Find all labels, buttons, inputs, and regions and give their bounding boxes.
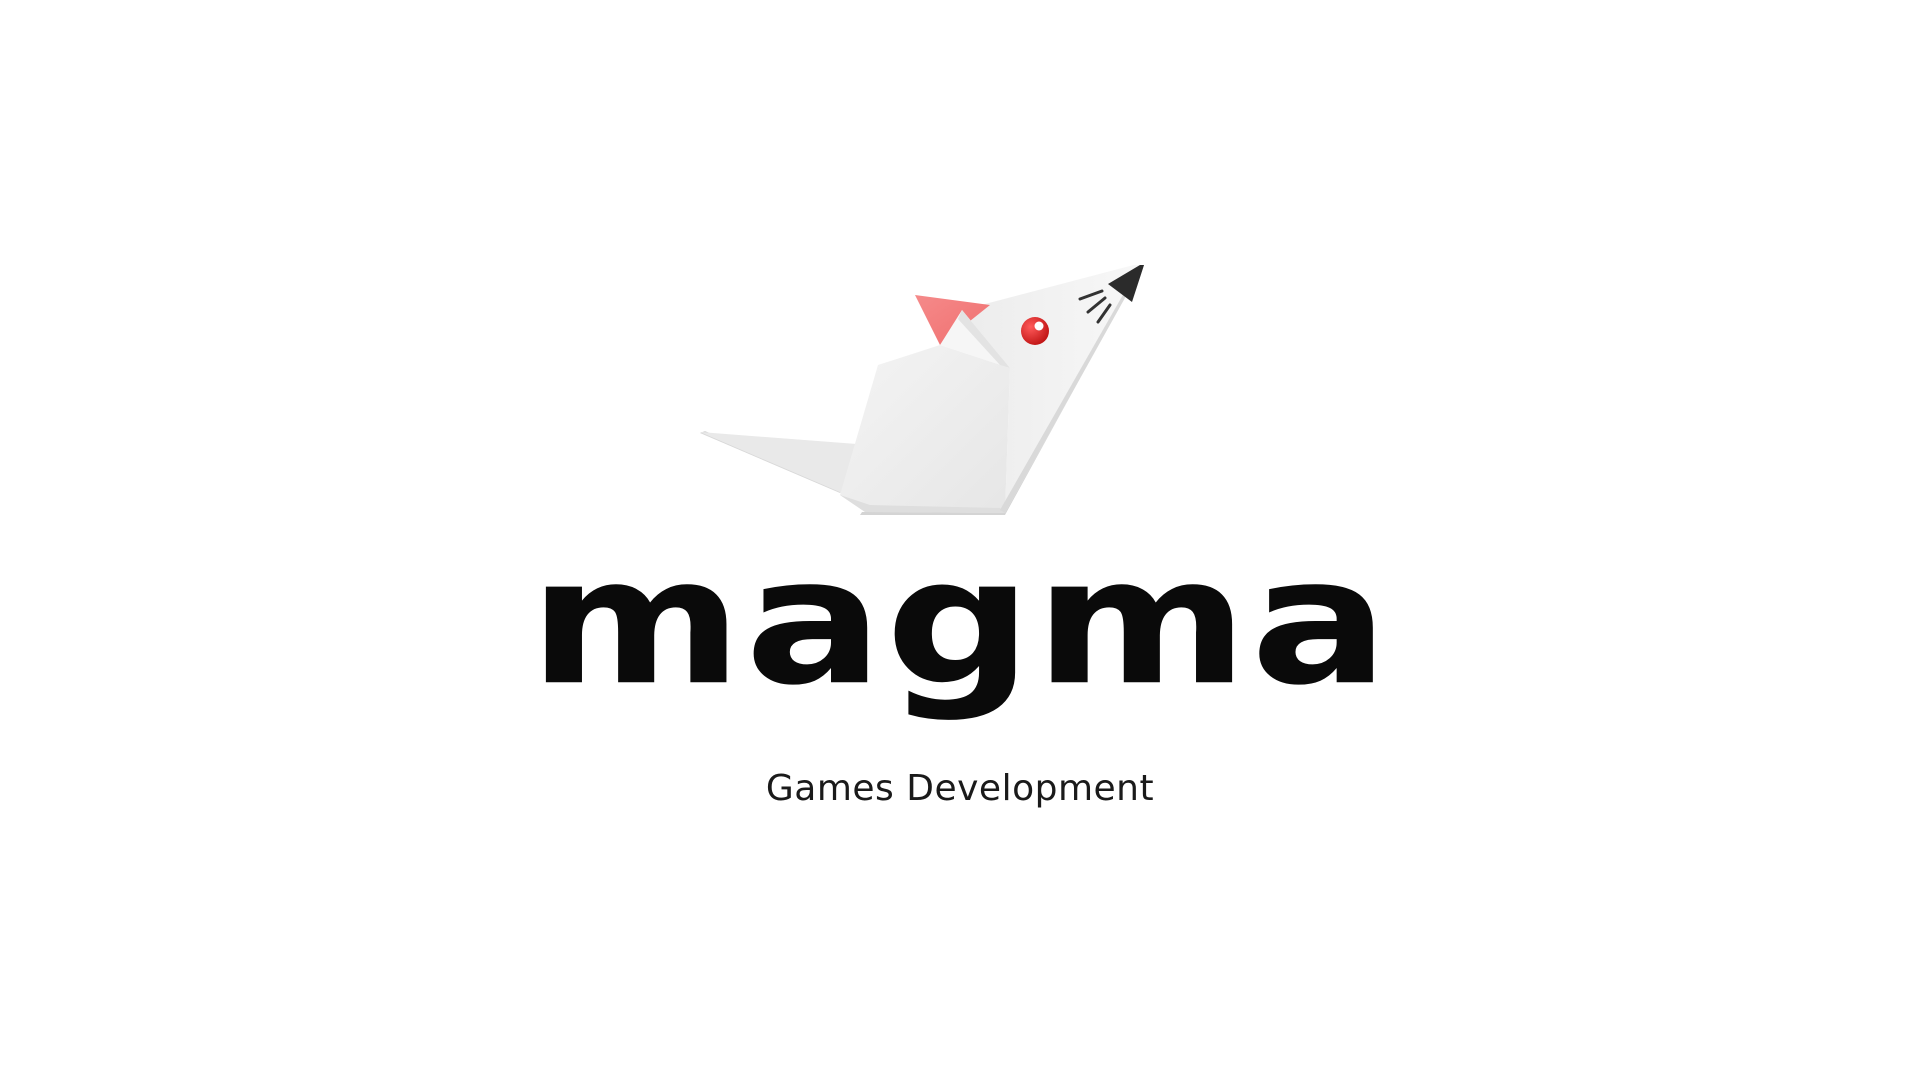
brand-wordmark: magma [528, 520, 1392, 724]
brand-tagline: Games Development [765, 768, 1155, 809]
origami-mouse-icon [700, 265, 1145, 515]
